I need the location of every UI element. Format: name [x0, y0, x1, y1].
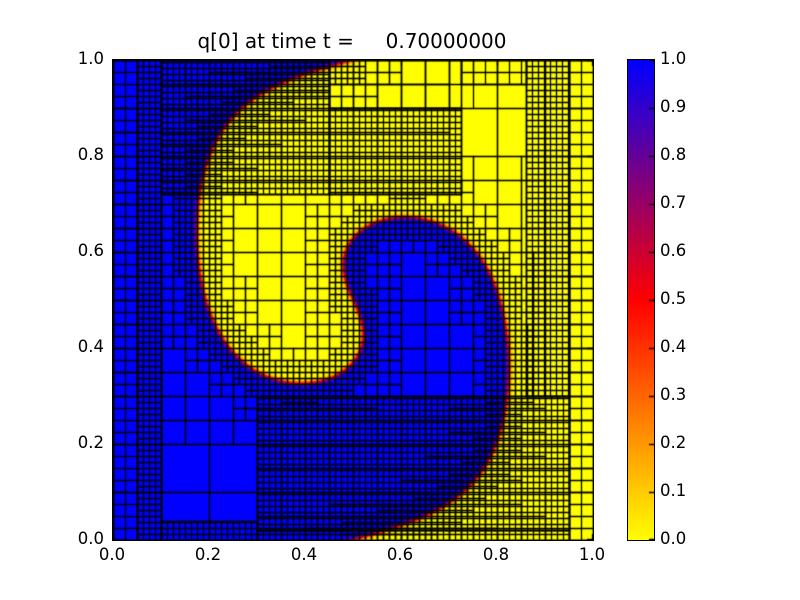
colorbar-tick-label: 0.7 — [660, 193, 687, 212]
plot-area — [112, 59, 594, 541]
colorbar-tick-label: 0.1 — [660, 481, 687, 500]
colorbar-tick-label: 0.4 — [660, 337, 687, 356]
x-axis-tick-label: 0.0 — [98, 545, 126, 564]
y-axis-tick-label: 0.4 — [77, 337, 104, 356]
x-axis-tick-label: 0.6 — [386, 545, 414, 564]
colorbar-tick-label: 0.8 — [660, 145, 687, 164]
y-axis-tick-label: 0.2 — [77, 433, 104, 452]
colorbar-tick-label: 0.3 — [660, 385, 687, 404]
colorbar-tick-label: 0.0 — [660, 529, 687, 548]
colorbar — [627, 59, 655, 541]
plot-title: q[0] at time t = 0.70000000 — [197, 29, 507, 53]
colorbar-tick-label: 0.6 — [660, 241, 687, 260]
x-axis-tick-label: 0.4 — [290, 545, 318, 564]
x-axis-tick-label: 1.0 — [578, 545, 606, 564]
y-axis-tick-label: 0.0 — [77, 529, 104, 548]
y-axis-tick-label: 0.6 — [77, 241, 104, 260]
x-axis-tick-label: 0.2 — [194, 545, 222, 564]
colorbar-tick-label: 1.0 — [660, 49, 687, 68]
colorbar-canvas — [628, 60, 654, 540]
colorbar-tick-label: 0.9 — [660, 97, 687, 116]
x-axis-tick-label: 0.8 — [482, 545, 510, 564]
heatmap-canvas — [113, 60, 593, 540]
y-axis-tick-label: 1.0 — [77, 49, 104, 68]
colorbar-tick-label: 0.5 — [660, 289, 687, 308]
y-axis-tick-label: 0.8 — [77, 145, 104, 164]
colorbar-tick-label: 0.2 — [660, 433, 687, 452]
